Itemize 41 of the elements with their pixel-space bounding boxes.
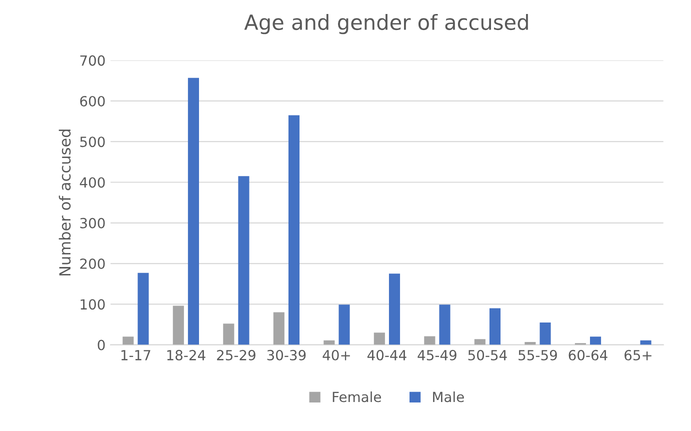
y-tick-label: 500: [80, 136, 105, 148]
x-tick-label: 60-64: [568, 350, 608, 360]
bar: [590, 336, 602, 345]
bar: [474, 339, 486, 345]
bar: [338, 304, 350, 345]
bar: [138, 272, 149, 345]
x-tick-label: 1-17: [121, 350, 150, 360]
bar: [439, 304, 450, 345]
y-tick-label: 400: [80, 177, 105, 188]
y-tick-label: 700: [80, 55, 105, 66]
x-tick-label: 55-59: [518, 350, 557, 360]
y-tick-label: 600: [80, 96, 105, 106]
x-tick-label: 25-29: [217, 350, 256, 360]
bar: [223, 324, 234, 345]
bar: [238, 176, 250, 345]
x-tick-label: 50-54: [468, 350, 507, 360]
x-tick-label: 40+: [322, 350, 350, 360]
x-tick-label: 65+: [624, 350, 652, 360]
bar: [540, 322, 551, 345]
bar: [273, 312, 284, 345]
bar: [374, 332, 385, 345]
bar: [424, 336, 436, 345]
x-tick-label: 30-39: [267, 350, 306, 360]
bar: [188, 78, 200, 345]
bar: [640, 340, 652, 345]
x-tick-label: 18-24: [167, 350, 206, 360]
x-tick-label: 40-44: [367, 350, 406, 360]
y-tick-label: 300: [80, 218, 105, 228]
y-tick-label: 0: [98, 340, 105, 350]
y-tick-label: 100: [80, 299, 105, 310]
y-tick-label: 200: [80, 258, 105, 269]
legend-label: Female: [332, 391, 381, 402]
bar: [288, 115, 300, 345]
legend-label: Male: [433, 391, 464, 402]
bar: [122, 336, 134, 345]
bar: [172, 306, 184, 345]
bar: [388, 274, 400, 345]
x-tick-label: 45-49: [418, 350, 456, 360]
chart-title: Age and gender of accused: [244, 14, 528, 34]
y-axis-title: Number of accused: [58, 130, 71, 276]
bar: [489, 308, 501, 345]
